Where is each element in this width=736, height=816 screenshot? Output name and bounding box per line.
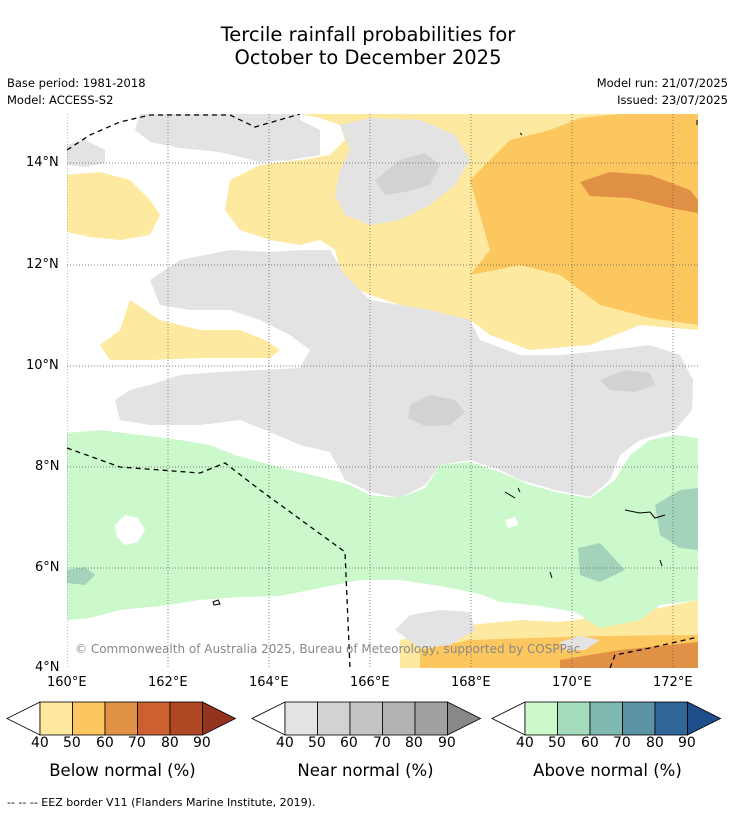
lat-label-10n: 10°N [26,358,59,373]
lon-label-166e: 166°E [350,675,390,690]
near-normal-60-region-2 [408,395,465,426]
chart-title-line2: October to December 2025 [234,46,502,69]
chart-title-line1: Tercile rainfall probabilities for [220,23,516,46]
legend-above-over-arrow [687,701,722,736]
gridlines [67,114,698,668]
legend-below-swatch-80 [169,701,203,736]
lat-label-4n: 4°N [35,660,60,675]
lon-label-170e: 170°E [552,675,592,690]
legend-above-swatch-50 [557,701,591,736]
rainfall-probability-map: © Commonwealth of Australia 2025, Bureau… [67,114,698,668]
lat-label-12n: 12°N [26,257,59,272]
lon-label-160e: 160°E [47,675,87,690]
legend-colorbar-above [491,701,722,736]
legend-below-swatch-50 [72,701,106,736]
legend-near-tick-40: 40 [276,735,294,751]
legend-colorbar-below [6,701,237,736]
near-normal-50-region [115,250,693,498]
legend-near-swatch-50 [317,701,351,736]
legend-above-label: Above normal (%) [533,761,682,780]
below-normal-50-region-west [67,172,160,240]
issued-label: Issued: 23/07/2025 [617,93,728,107]
legends [6,701,722,736]
lat-label-6n: 6°N [35,560,60,575]
near-normal-50-region-nw [67,140,105,167]
legend-colorbar-near [251,701,482,736]
legend-above-tick-50: 50 [548,735,566,751]
legend-near-swatch-60 [349,701,383,736]
lat-label-14n: 14°N [26,155,59,170]
legend-near-tick-80: 80 [405,735,423,751]
legend-near-under-arrow [251,701,286,736]
eez-border-lines [67,114,698,668]
legend-above-tick-60: 60 [581,735,599,751]
legend-below-tick-80: 80 [161,735,179,751]
near-normal-50-region-south2 [560,636,600,650]
model-run-label: Model run: 21/07/2025 [596,76,728,90]
legend-near-tick-50: 50 [308,735,326,751]
base-period-label: Base period: 1981-2018 [7,76,146,90]
legend-near-tick-70: 70 [373,735,391,751]
legend-above-tick-90: 90 [678,735,696,751]
legend-near-over-arrow [447,701,482,736]
above-normal-60-region-3 [67,567,95,585]
near-normal-60-region [375,153,440,195]
legend-below-tick-60: 60 [96,735,114,751]
near-normal-50-region-north [135,114,320,162]
legend-below-under-arrow [6,701,41,736]
legend-below-swatch-70 [137,701,171,736]
legend-above-swatch-60 [589,701,623,736]
white-hole-2 [505,517,518,528]
footnote-eez: -- -- -- EEZ border V11 (Flanders Marine… [7,796,316,809]
lon-label-162e: 162°E [148,675,188,690]
legend-above-under-arrow [491,701,526,736]
legend-near-swatch-40 [284,701,318,736]
legend-above-tick-40: 40 [516,735,534,751]
lon-label-164e: 164°E [249,675,289,690]
white-hole-1 [115,515,145,545]
legend-below-label: Below normal (%) [49,761,196,780]
legend-near-tick-90: 90 [438,735,456,751]
legend-above-tick-80: 80 [646,735,664,751]
legend-below-tick-40: 40 [31,735,49,751]
legend-near-label: Near normal (%) [297,761,434,780]
legend-below-tick-70: 70 [128,735,146,751]
island-marks [212,120,698,606]
near-normal-50-region-south [395,610,475,648]
legend-above-swatch-40 [524,701,558,736]
model-label: Model: ACCESS-S2 [7,93,114,107]
below-normal-60-region-north [470,114,698,325]
above-normal-60-region-2 [655,488,698,550]
legend-near-swatch-70 [382,701,416,736]
legend-below-tick-50: 50 [63,735,81,751]
legend-near-tick-60: 60 [340,735,358,751]
legend-below-tick-90: 90 [193,735,211,751]
below-normal-70-region-south [560,642,698,668]
legend-above-swatch-70 [622,701,656,736]
near-normal-60-region-3 [600,370,655,392]
above-normal-60-region-1 [578,543,625,582]
legend-near-swatch-80 [414,701,448,736]
legend-above-tick-70: 70 [613,735,631,751]
legend-above-swatch-80 [654,701,688,736]
copyright-text: © Commonwealth of Australia 2025, Bureau… [75,642,580,656]
lat-label-8n: 8°N [35,459,60,474]
below-normal-50-region-mid [100,300,280,360]
above-normal-50-region [67,430,698,628]
legend-below-swatch-40 [39,701,73,736]
legend-below-swatch-60 [104,701,138,736]
below-normal-70-region [580,172,698,213]
legend-below-over-arrow [202,701,237,736]
lon-label-168e: 168°E [451,675,491,690]
lon-label-172e: 172°E [653,675,693,690]
